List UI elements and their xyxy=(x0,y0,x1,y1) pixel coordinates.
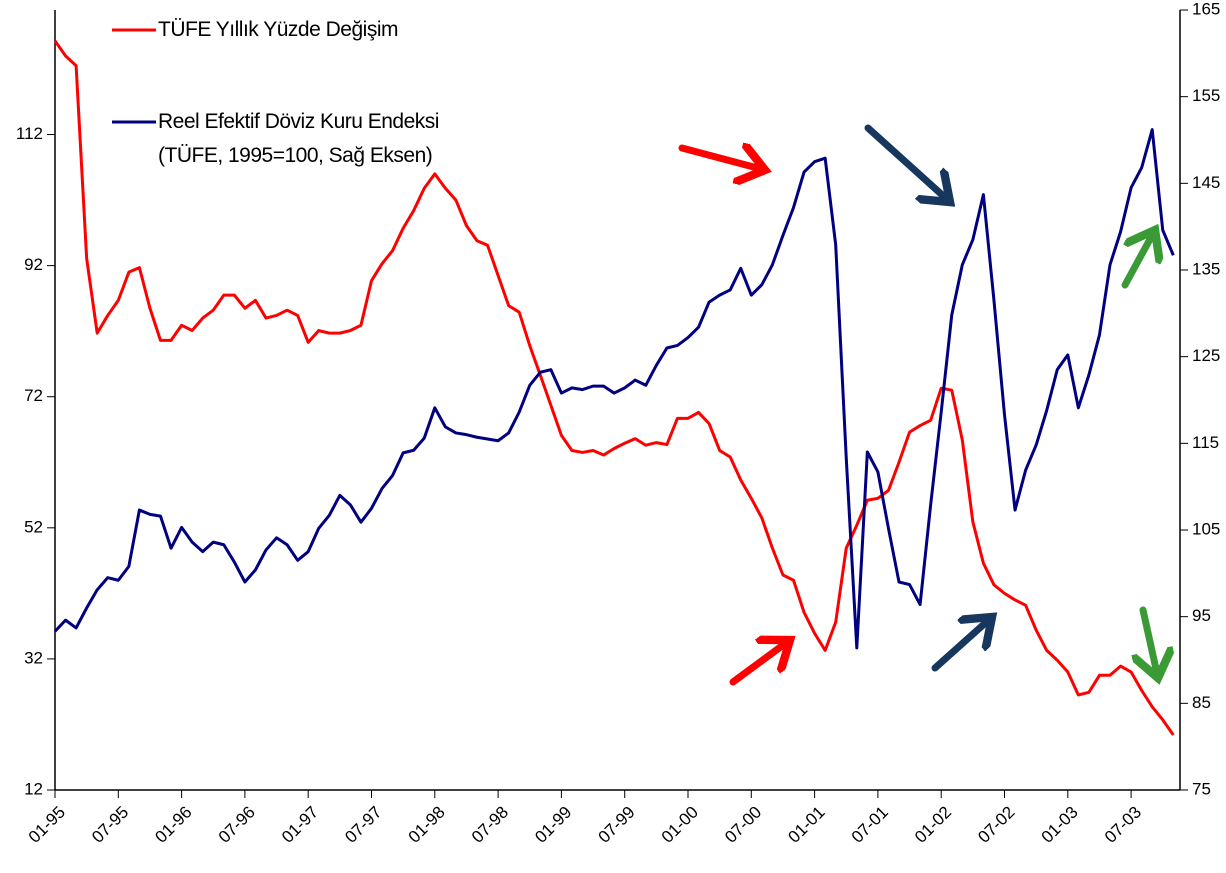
y2-tick-label: 135 xyxy=(1192,259,1220,278)
y-tick-label: 52 xyxy=(24,517,43,536)
x-tick-label: 01-01 xyxy=(784,803,828,847)
y2-tick-label: 95 xyxy=(1192,606,1211,625)
x-tick-label: 07-96 xyxy=(215,803,259,847)
annotation-arrows xyxy=(678,124,1158,686)
x-tick-label: 07-98 xyxy=(468,803,512,847)
y2-tick-label: 75 xyxy=(1192,779,1211,798)
x-tick-label: 07-99 xyxy=(595,803,639,847)
legend-label: TÜFE Yıllık Yüzde Değişim xyxy=(158,18,398,41)
y2-tick-label: 85 xyxy=(1192,693,1211,712)
x-tick-label: 07-03 xyxy=(1101,803,1145,847)
arrow xyxy=(931,617,992,672)
x-tick-label: 01-99 xyxy=(531,803,575,847)
arrow xyxy=(864,124,950,202)
y2-tick-label: 125 xyxy=(1192,346,1220,365)
x-tick-label: 07-01 xyxy=(848,803,892,847)
y-tick-label: 32 xyxy=(24,648,43,667)
x-tick-label: 01-00 xyxy=(658,803,702,847)
x-tick-label: 01-96 xyxy=(151,803,195,847)
x-tick-label: 01-97 xyxy=(278,803,322,847)
y2-tick-label: 155 xyxy=(1192,86,1220,105)
series-line xyxy=(53,128,1175,650)
x-tick-label: 01-98 xyxy=(405,803,449,847)
y-tick-label: 72 xyxy=(24,386,43,405)
y-tick-label: 12 xyxy=(24,779,43,798)
y2-tick-label: 145 xyxy=(1192,173,1220,192)
legend-label: Reel Efektif Döviz Kuru Endeksi (TÜFE, 1… xyxy=(158,110,439,167)
series-line xyxy=(53,39,1175,736)
x-tick-label: 01-02 xyxy=(911,803,955,847)
y2-tick-label: 105 xyxy=(1192,519,1220,538)
y-tick-label: 112 xyxy=(16,124,43,143)
x-tick-label: 07-02 xyxy=(974,803,1018,847)
x-tick-label: 07-97 xyxy=(341,803,385,847)
y2-tick-label: 165 xyxy=(1192,0,1220,18)
arrow xyxy=(729,640,790,686)
x-tick-label: 01-03 xyxy=(1038,803,1082,847)
y-tick-label: 92 xyxy=(24,255,43,274)
arrow xyxy=(678,148,765,170)
x-tick-label: 01-95 xyxy=(25,803,69,847)
y2-tick-label: 115 xyxy=(1192,433,1219,452)
x-tick-label: 07-00 xyxy=(721,803,765,847)
arrow xyxy=(1121,230,1155,289)
arrow xyxy=(1143,606,1158,678)
x-tick-label: 07-95 xyxy=(88,803,132,847)
